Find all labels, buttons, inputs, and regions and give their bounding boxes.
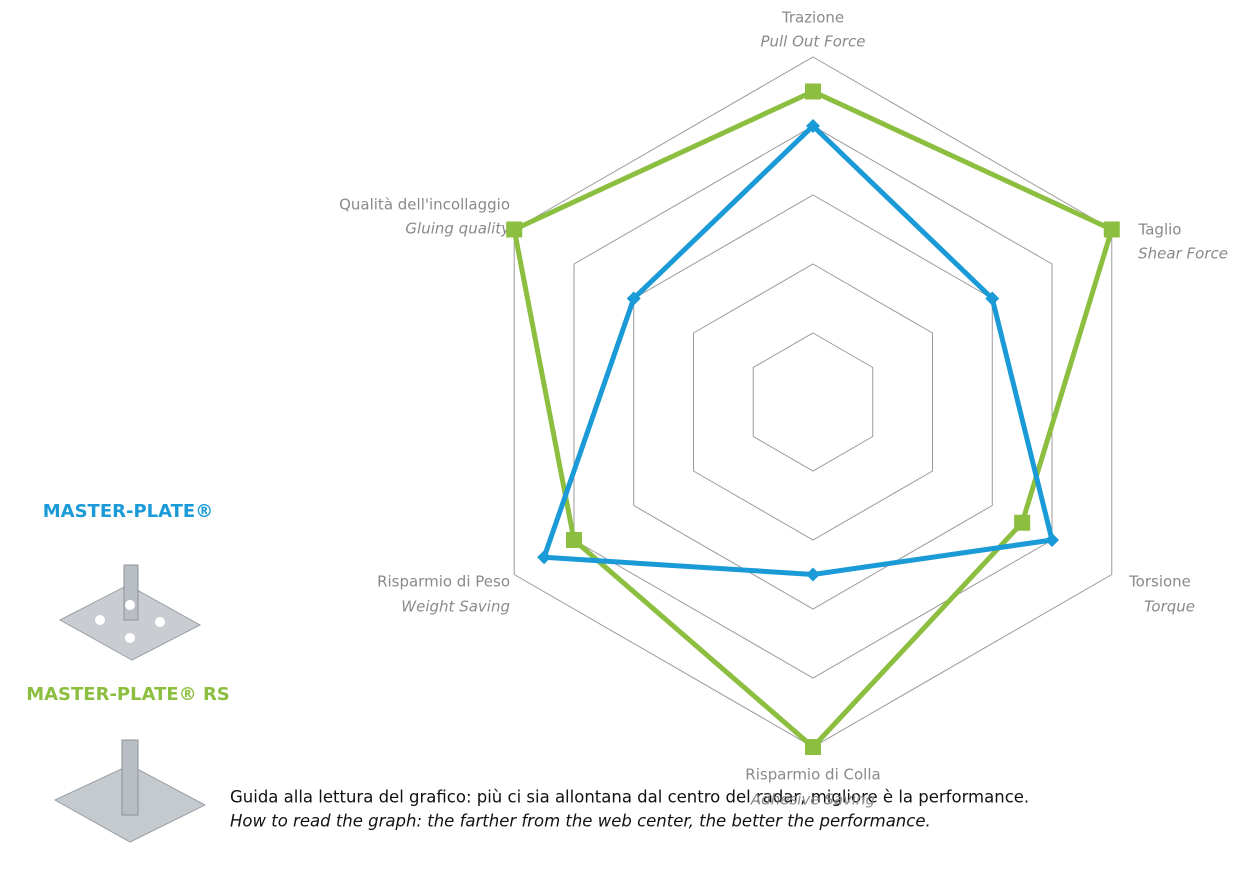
legend-label: MASTER-PLATE® RS bbox=[26, 684, 230, 705]
chart: Guida alla lettura del grafico: più ci s… bbox=[0, 0, 1233, 887]
marker bbox=[805, 84, 821, 100]
axis-label-en: Weight Saving bbox=[401, 598, 510, 616]
marker bbox=[1104, 222, 1120, 238]
axis-label-en: Pull Out Force bbox=[760, 33, 865, 51]
legend-label: MASTER-PLATE® bbox=[43, 501, 213, 522]
axis-label: Trazione bbox=[781, 9, 844, 27]
axis-label: Risparmio di Colla bbox=[745, 766, 880, 784]
marker bbox=[1014, 515, 1030, 531]
axis-label-en: Shear Force bbox=[1138, 245, 1228, 263]
grid-ring bbox=[693, 264, 932, 540]
grid-ring bbox=[514, 57, 1112, 747]
note: Guida alla lettura del grafico: più ci s… bbox=[230, 788, 1029, 807]
axis-label-en: Gluing quality bbox=[405, 220, 511, 238]
grid-ring bbox=[634, 195, 993, 609]
marker bbox=[537, 550, 551, 564]
axis-label-en: Torque bbox=[1144, 598, 1195, 616]
marker bbox=[806, 568, 820, 582]
axis-label-en: Adhesive Saving bbox=[750, 791, 875, 809]
product-image bbox=[55, 740, 205, 842]
product-image bbox=[60, 565, 200, 660]
marker bbox=[1045, 533, 1059, 547]
axis-label: Risparmio di Peso bbox=[377, 573, 510, 591]
marker bbox=[506, 222, 522, 238]
axis-label: Torsione bbox=[1128, 573, 1191, 591]
axis-label: Qualità dell'incollaggio bbox=[339, 196, 510, 214]
grid-ring bbox=[574, 126, 1052, 678]
grid-ring bbox=[753, 333, 873, 471]
marker bbox=[566, 532, 582, 548]
marker bbox=[805, 739, 821, 755]
note: How to read the graph: the farther from … bbox=[230, 812, 931, 831]
axis-label: Taglio bbox=[1138, 221, 1182, 239]
series-line bbox=[544, 126, 1052, 575]
